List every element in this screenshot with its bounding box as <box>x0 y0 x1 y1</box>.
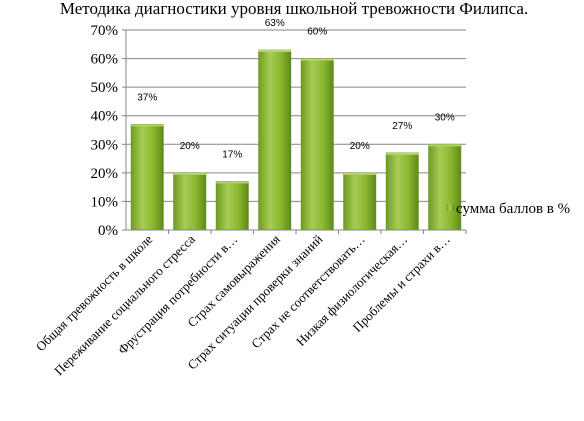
data-label: 63% <box>265 18 285 29</box>
bar <box>173 172 207 231</box>
y-tick-label: 40% <box>91 109 119 125</box>
data-label: 20% <box>350 141 370 152</box>
legend: сумма баллов в % <box>447 201 570 217</box>
y-axis: 0% 10% 20% 30% 40% 50% 60% 70% <box>91 23 127 239</box>
bar <box>300 58 334 231</box>
y-tick-label: 60% <box>91 52 119 68</box>
data-label: 17% <box>222 149 242 160</box>
bar <box>215 181 249 231</box>
data-label: 30% <box>435 112 455 123</box>
bar-top-highlight <box>216 181 249 184</box>
bar <box>385 152 419 231</box>
data-labels: 37% 20% 17% 63% 60% 20% 27% 30% <box>137 18 455 160</box>
y-tick-label: 50% <box>91 80 119 96</box>
bar-top-highlight <box>428 144 461 147</box>
y-tick-label: 10% <box>91 194 119 210</box>
bar <box>428 143 462 231</box>
bar-top-highlight <box>131 124 164 127</box>
data-label: 27% <box>392 121 412 132</box>
y-tick-label: 20% <box>91 166 119 182</box>
bar-top-highlight <box>343 172 376 175</box>
data-label: 20% <box>180 141 200 152</box>
legend-label: сумма баллов в % <box>456 201 570 217</box>
bars <box>130 49 462 231</box>
y-tick-label: 0% <box>98 223 118 239</box>
bar <box>258 49 292 231</box>
bar <box>343 172 377 231</box>
legend-swatch <box>447 204 454 211</box>
y-tick-label: 30% <box>91 137 119 153</box>
bar-top-highlight <box>258 50 291 52</box>
chart-title: Методика диагностики уровня школьной тре… <box>60 0 528 18</box>
y-tick-label: 70% <box>91 23 119 39</box>
bar-top-highlight <box>386 152 419 155</box>
bar-top-highlight <box>301 58 334 61</box>
data-label: 37% <box>137 92 157 103</box>
data-label: 60% <box>307 27 327 38</box>
bar <box>130 123 164 231</box>
bar-top-highlight <box>173 172 206 175</box>
